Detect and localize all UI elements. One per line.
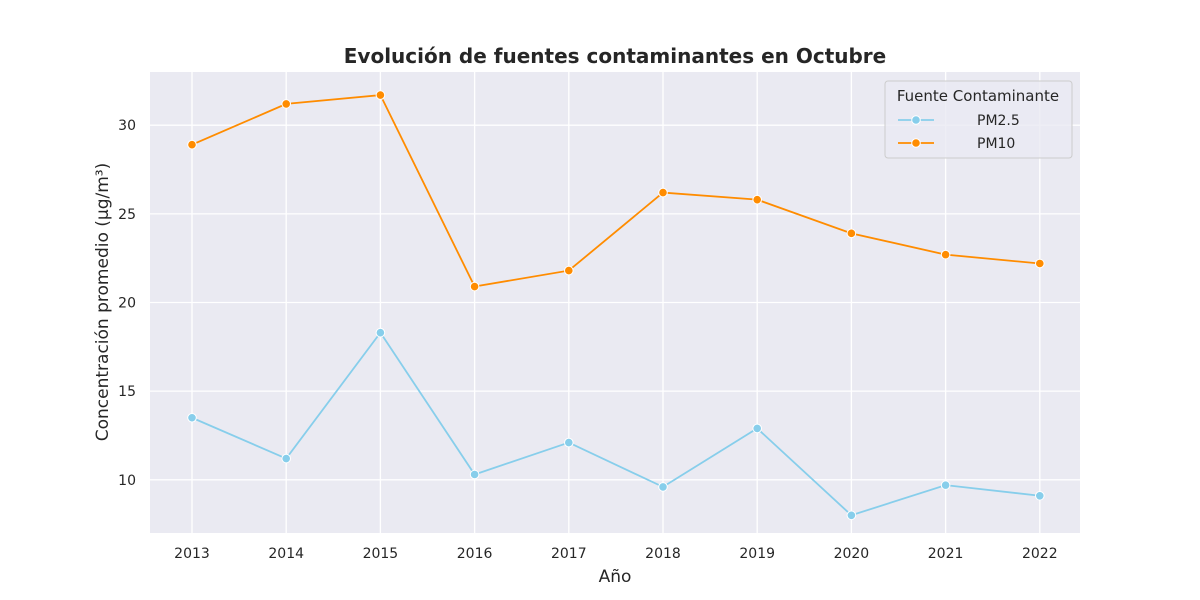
legend-marker: [911, 115, 921, 125]
y-tick-label: 15: [118, 384, 136, 400]
y-tick-label: 10: [118, 473, 136, 489]
data-point: [375, 90, 386, 100]
y-axis-ticks: 10 15 20 25 30: [118, 118, 136, 489]
data-point: [1035, 490, 1045, 501]
x-tick-label: 2017: [551, 546, 587, 562]
data-point: [187, 412, 197, 423]
x-tick-label: 2013: [174, 546, 210, 562]
data-point: [564, 437, 574, 448]
legend-marker: [911, 138, 921, 148]
y-tick-label: 20: [118, 296, 136, 312]
y-tick-label: 30: [118, 118, 136, 134]
x-tick-label: 2014: [268, 546, 304, 562]
data-point: [940, 249, 951, 260]
data-point: [752, 423, 763, 434]
x-axis-ticks: 2013 2014 2015 2016 2017 2018 2019 2020 2021 2022: [174, 546, 1057, 562]
data-point: [752, 194, 763, 205]
data-point: [469, 469, 480, 480]
data-point: [1035, 258, 1045, 269]
legend-box: [884, 80, 1073, 159]
data-point: [375, 327, 386, 338]
legend: Fuente Contaminante PM2.5 PM10: [884, 80, 1073, 159]
data-point: [846, 228, 857, 239]
legend-entry: PM10: [977, 136, 1015, 152]
x-tick-label: 2021: [928, 546, 964, 562]
legend-entry: PM2.5: [977, 113, 1020, 129]
series-line-pm10: [191, 94, 1040, 288]
series-line-pm25: [191, 331, 1040, 517]
data-point: [564, 265, 574, 276]
x-tick-label: 2019: [739, 546, 775, 562]
x-tick-label: 2022: [1022, 546, 1058, 562]
x-tick-label: 2016: [457, 546, 493, 562]
x-tick-label: 2018: [645, 546, 681, 562]
data-point: [658, 482, 668, 492]
data-point: [469, 281, 480, 292]
data-point: [281, 99, 292, 109]
chart-title: Evolución de fuentes contaminantes en Oc…: [344, 44, 886, 68]
data-point: [846, 510, 857, 521]
x-tick-label: 2015: [363, 546, 399, 562]
data-point: [281, 453, 292, 464]
x-axis-label: Año: [599, 567, 632, 587]
y-tick-label: 25: [118, 207, 136, 223]
x-tick-label: 2020: [834, 546, 870, 562]
y-axis-label: Concentración promedio (µg/m³): [93, 163, 113, 441]
data-point: [940, 480, 951, 490]
data-point: [658, 187, 668, 198]
legend-title: Fuente Contaminante: [897, 87, 1059, 105]
series-group: [187, 90, 1045, 521]
data-point: [187, 139, 197, 150]
